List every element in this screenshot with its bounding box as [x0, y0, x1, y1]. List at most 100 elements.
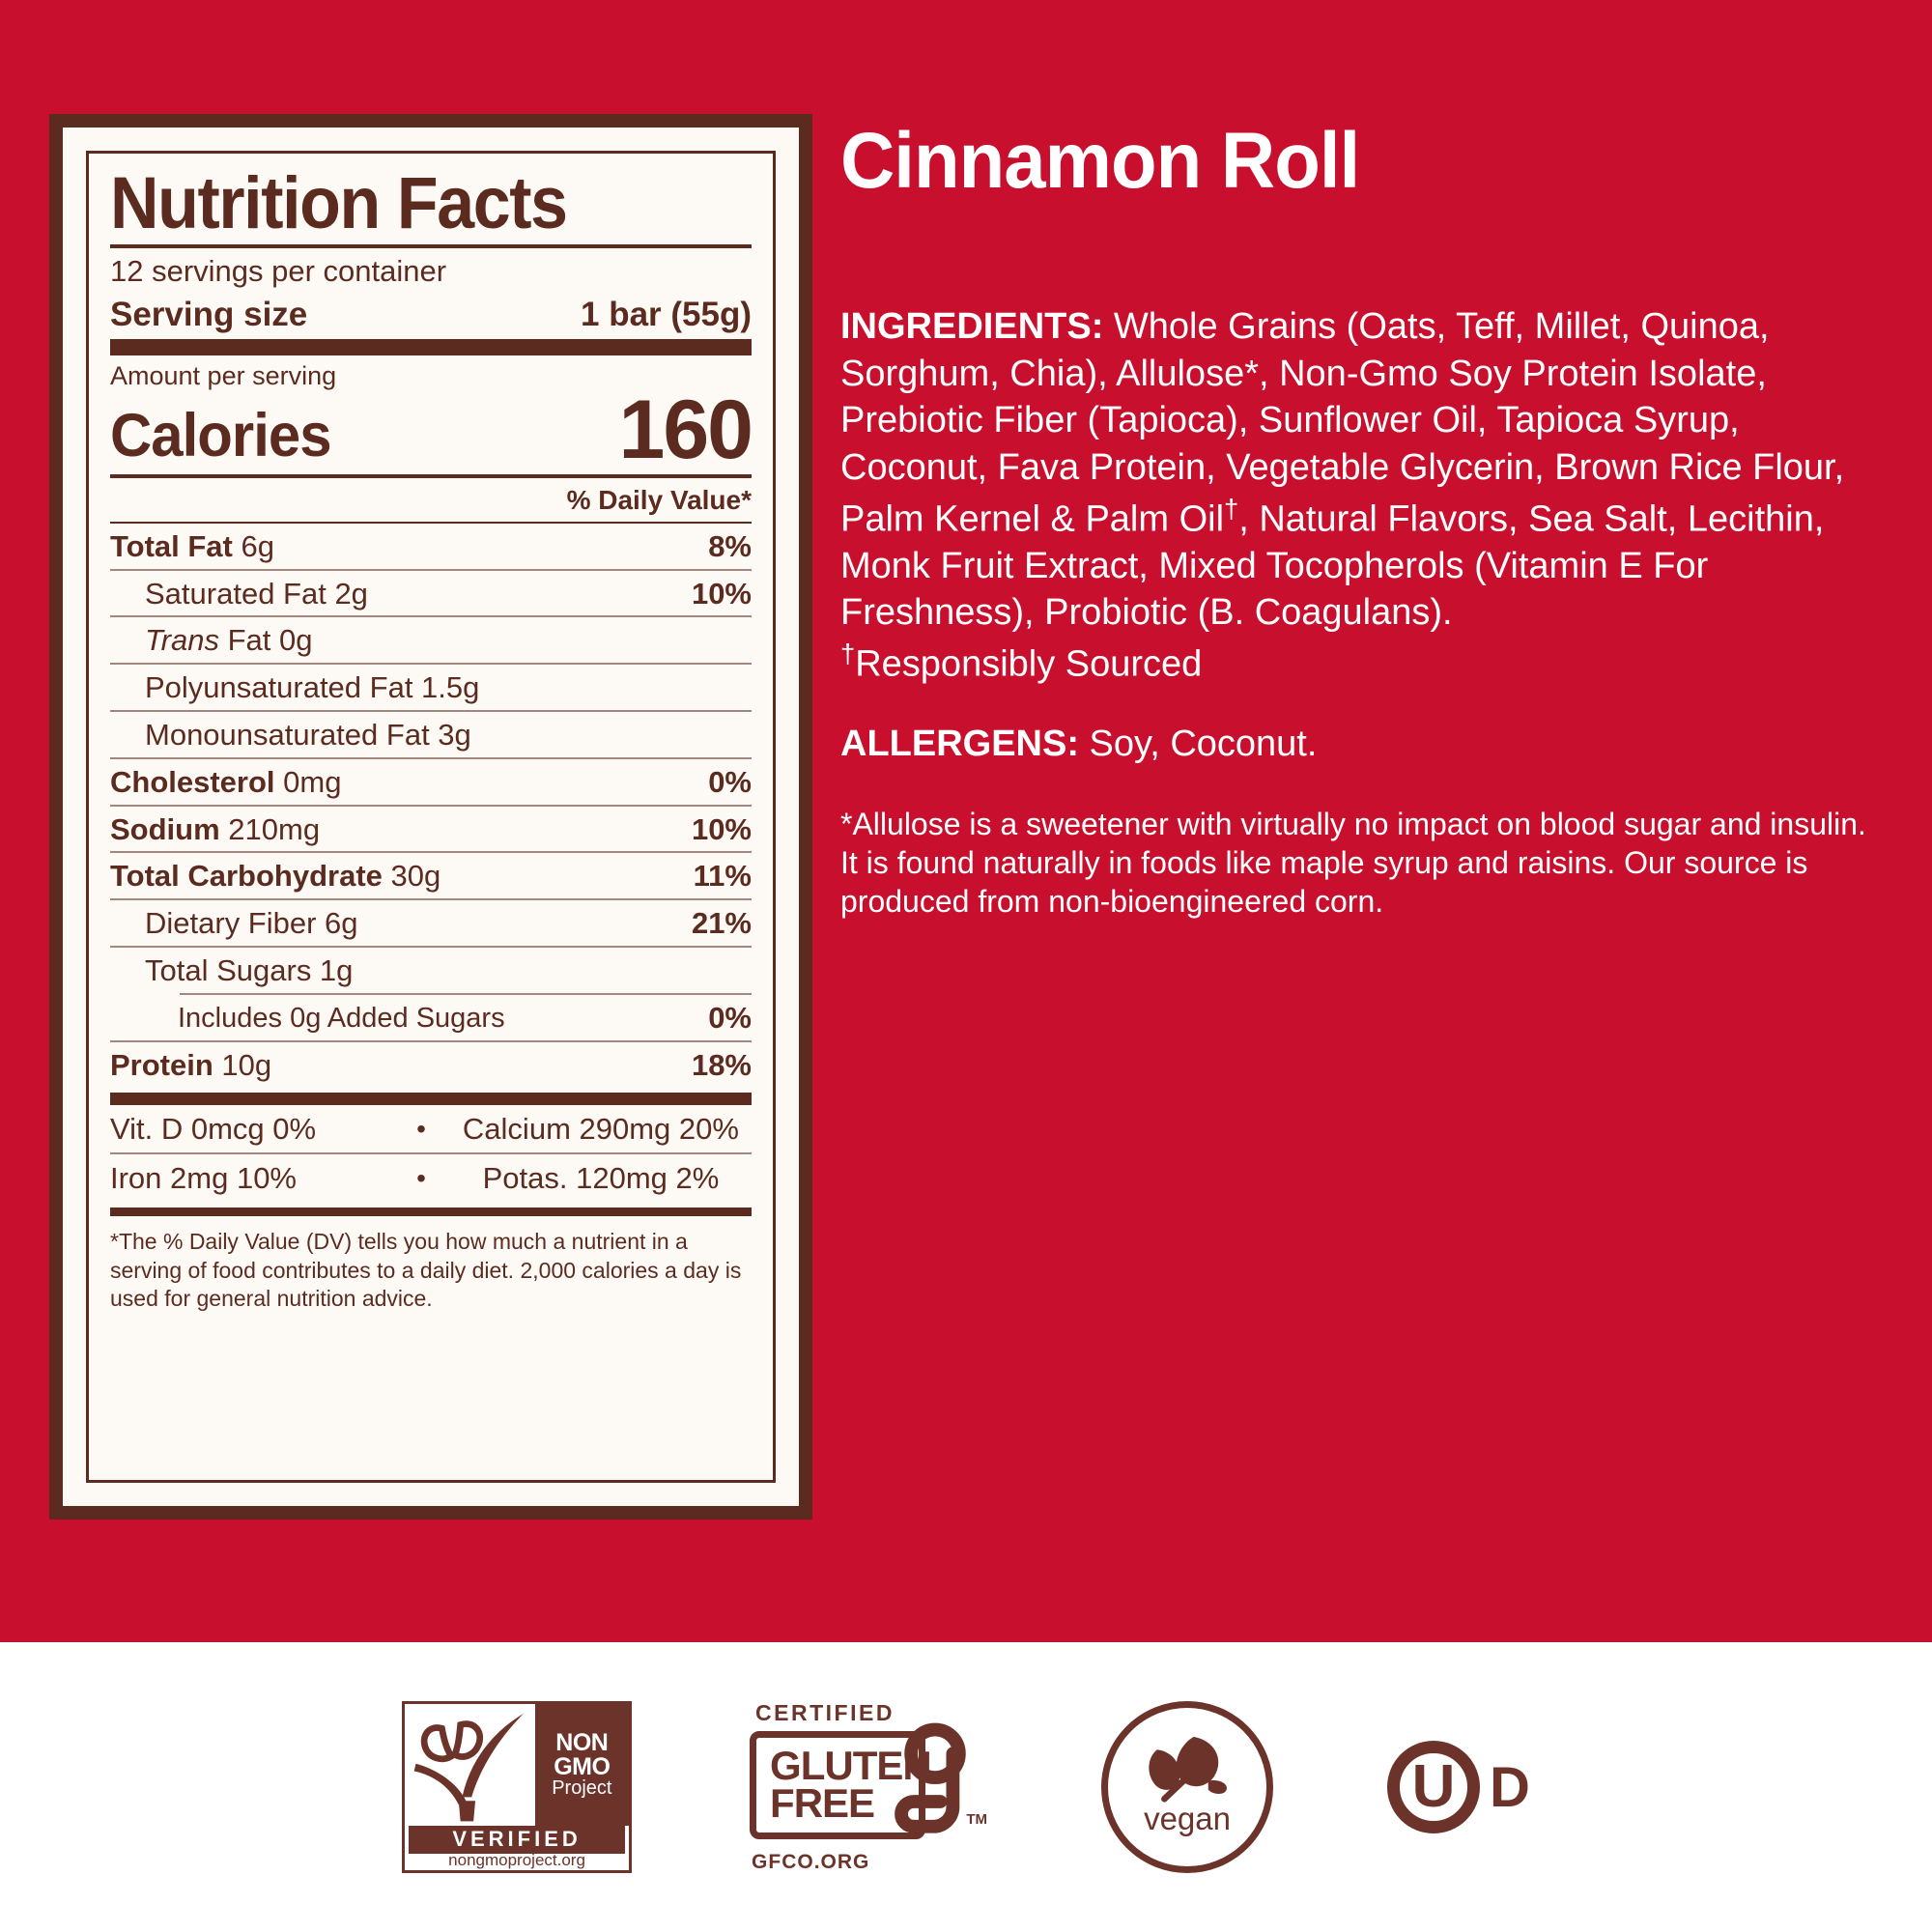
nutrient-amount: 0mg: [283, 764, 342, 799]
micronutrient-iron: Iron 2mg 10%: [110, 1161, 297, 1196]
divider-thick: [110, 339, 752, 355]
product-info-column: Cinnamon Roll INGREDIENTS: Whole Grains …: [840, 116, 1884, 921]
leaf-icon: [1137, 1733, 1237, 1811]
micronutrient-row-vitd-calcium: Vit. D 0mcg 0% • Calcium 290mg 20%: [110, 1105, 752, 1152]
divider: [110, 521, 752, 524]
vegan-label: vegan: [1144, 1801, 1231, 1836]
nutrient-dv: 11%: [693, 859, 752, 894]
nutrition-facts-title: Nutrition Facts: [110, 162, 568, 244]
responsibly-sourced-note: Responsibly Sourced: [855, 643, 1203, 685]
nutrient-amount: 30g: [390, 859, 441, 894]
calories-label: Calories: [110, 401, 332, 469]
divider-indented: [180, 992, 752, 995]
ou-kosher-icon: U: [1387, 1741, 1481, 1833]
divider-thick: [110, 1093, 752, 1106]
nutrient-name: Total Sugars 1g: [145, 953, 354, 987]
nutrition-facts-panel: Nutrition Facts 12 servings per containe…: [49, 114, 812, 1520]
divider: [110, 851, 752, 854]
nutrient-row-cholesterol: Cholesterol 0mg 0%: [110, 759, 752, 805]
divider: [110, 709, 752, 712]
micronutrient-row-iron-potassium: Iron 2mg 10% • Potas. 120mg 2%: [110, 1154, 752, 1202]
nutrient-dv: 10%: [691, 811, 752, 846]
nutrient-name: Includes 0g Added Sugars: [178, 1003, 505, 1035]
nutrient-name: Saturated Fat 2g: [145, 576, 368, 611]
amount-per-serving-label: Amount per serving: [110, 361, 337, 390]
badge-line-gmo: GMO: [554, 1752, 611, 1780]
nutrition-facts-inner-frame: Nutrition Facts 12 servings per containe…: [86, 151, 776, 1483]
ingredients-text-continued: , Natural Flavors, Sea Salt, Lecithin, M…: [840, 498, 1825, 634]
nutrient-row-added-sugars: Includes 0g Added Sugars 0%: [110, 995, 752, 1040]
divider: [110, 946, 752, 948]
nutrient-dv: 21%: [691, 906, 752, 941]
servings-per-container: 12 servings per container: [110, 254, 447, 289]
nutrient-row-protein: Protein 10g 18%: [110, 1042, 752, 1088]
nutrient-name: Cholesterol: [110, 764, 275, 799]
nutrient-row-polyunsaturated-fat: Polyunsaturated Fat 1.5g: [110, 665, 752, 710]
nutrient-row-sodium: Sodium 210mg 10%: [110, 807, 752, 852]
nutrient-dv: 0%: [708, 764, 752, 799]
divider: [110, 756, 752, 759]
certification-badges-strip: NON GMO Project VERIFIED nongmoproject.o…: [0, 1642, 1932, 1932]
trademark-symbol: TM: [966, 1811, 988, 1828]
nutrient-dv: 10%: [691, 576, 752, 611]
butterfly-plant-icon: [405, 1704, 535, 1826]
page-title: Cinnamon Roll: [840, 117, 1360, 205]
ingredients-paragraph: INGREDIENTS: Whole Grains (Oats, Teff, M…: [840, 303, 1884, 688]
nutrient-row-total-carbohydrate: Total Carbohydrate 30g 11%: [110, 853, 752, 898]
divider: [110, 615, 752, 618]
ingredients-label: INGREDIENTS:: [840, 306, 1104, 347]
badge-line-non: NON: [555, 1729, 609, 1757]
badge-vegan: vegan: [1101, 1701, 1274, 1873]
badge-non-gmo-project-verified: NON GMO Project VERIFIED nongmoproject.o…: [402, 1701, 633, 1873]
nutrient-name: Total Carbohydrate: [110, 859, 383, 894]
badge-verified-bar: VERIFIED: [409, 1825, 626, 1854]
divider: [110, 1039, 752, 1042]
badge-word-free: FREE: [770, 1780, 875, 1826]
badge-line-project: Project: [552, 1776, 612, 1799]
nutrient-dv: 18%: [691, 1047, 752, 1082]
bullet-dot: •: [416, 1114, 426, 1145]
calories-value: 160: [618, 384, 753, 476]
nutrient-name: Sodium: [110, 811, 220, 846]
serving-size-row: Serving size 1 bar (55g): [110, 294, 752, 339]
divider: [110, 804, 752, 807]
nutrient-amount: 10g: [221, 1047, 272, 1082]
gluten-free-certified-label: CERTIFIED: [755, 1700, 895, 1725]
nutrient-name: Protein: [110, 1047, 213, 1082]
divider: [110, 473, 752, 478]
divider: [110, 1208, 752, 1217]
allulose-footnote: *Allulose is a sweetener with virtually …: [840, 806, 1866, 919]
nutrient-row-saturated-fat: Saturated Fat 2g 10%: [110, 571, 752, 616]
nutrient-name-italic: Trans: [145, 623, 219, 658]
dagger-symbol: †: [1224, 493, 1239, 524]
nutrient-row-total-sugars: Total Sugars 1g: [110, 948, 752, 993]
non-gmo-textbox: NON GMO Project: [534, 1704, 630, 1826]
gluten-free-textbox: GLUTEN FREE: [750, 1731, 932, 1839]
nutrient-name: Total Fat: [110, 528, 233, 563]
badge-certified-gluten-free: CERTIFIED GLUTEN FREE TM GFCO.ORG: [746, 1700, 987, 1874]
divider: [110, 1152, 752, 1155]
nutrient-dv: 8%: [708, 528, 752, 563]
divider: [110, 898, 752, 901]
nutrient-name: Polyunsaturated Fat 1.5g: [145, 670, 480, 705]
kosher-letter-d: D: [1490, 1755, 1530, 1819]
calories-row: Calories 160: [110, 384, 753, 476]
nutrient-amount: 6g: [241, 528, 274, 563]
bullet-dot: •: [416, 1163, 426, 1194]
nutrient-row-trans-fat: Trans Fat 0g: [110, 617, 752, 663]
micronutrient-calcium: Calcium 290mg 20%: [462, 1112, 739, 1147]
nutrient-row-monounsaturated-fat: Monounsaturated Fat 3g: [110, 712, 752, 757]
allergens-paragraph: ALLERGENS: Soy, Coconut.: [840, 721, 1884, 768]
divider: [110, 244, 752, 249]
ingredients-text: Whole Grains (Oats, Teff, Millet, Quinoa…: [840, 306, 1845, 540]
badge-nongmo-url: nongmoproject.org: [448, 1851, 585, 1870]
kosher-letter-u: U: [1411, 1753, 1456, 1820]
serving-size-value: 1 bar (55g): [581, 296, 752, 333]
allergens-text: Soy, Coconut.: [1079, 724, 1318, 765]
serving-size-label: Serving size: [110, 296, 308, 333]
micronutrient-potassium: Potas. 120mg 2%: [482, 1161, 720, 1196]
dagger-symbol-footnote: †: [840, 639, 856, 669]
gfco-url: GFCO.ORG: [752, 1851, 870, 1873]
allergens-label: ALLERGENS:: [840, 724, 1079, 765]
nutrient-amount: 210mg: [228, 811, 321, 846]
